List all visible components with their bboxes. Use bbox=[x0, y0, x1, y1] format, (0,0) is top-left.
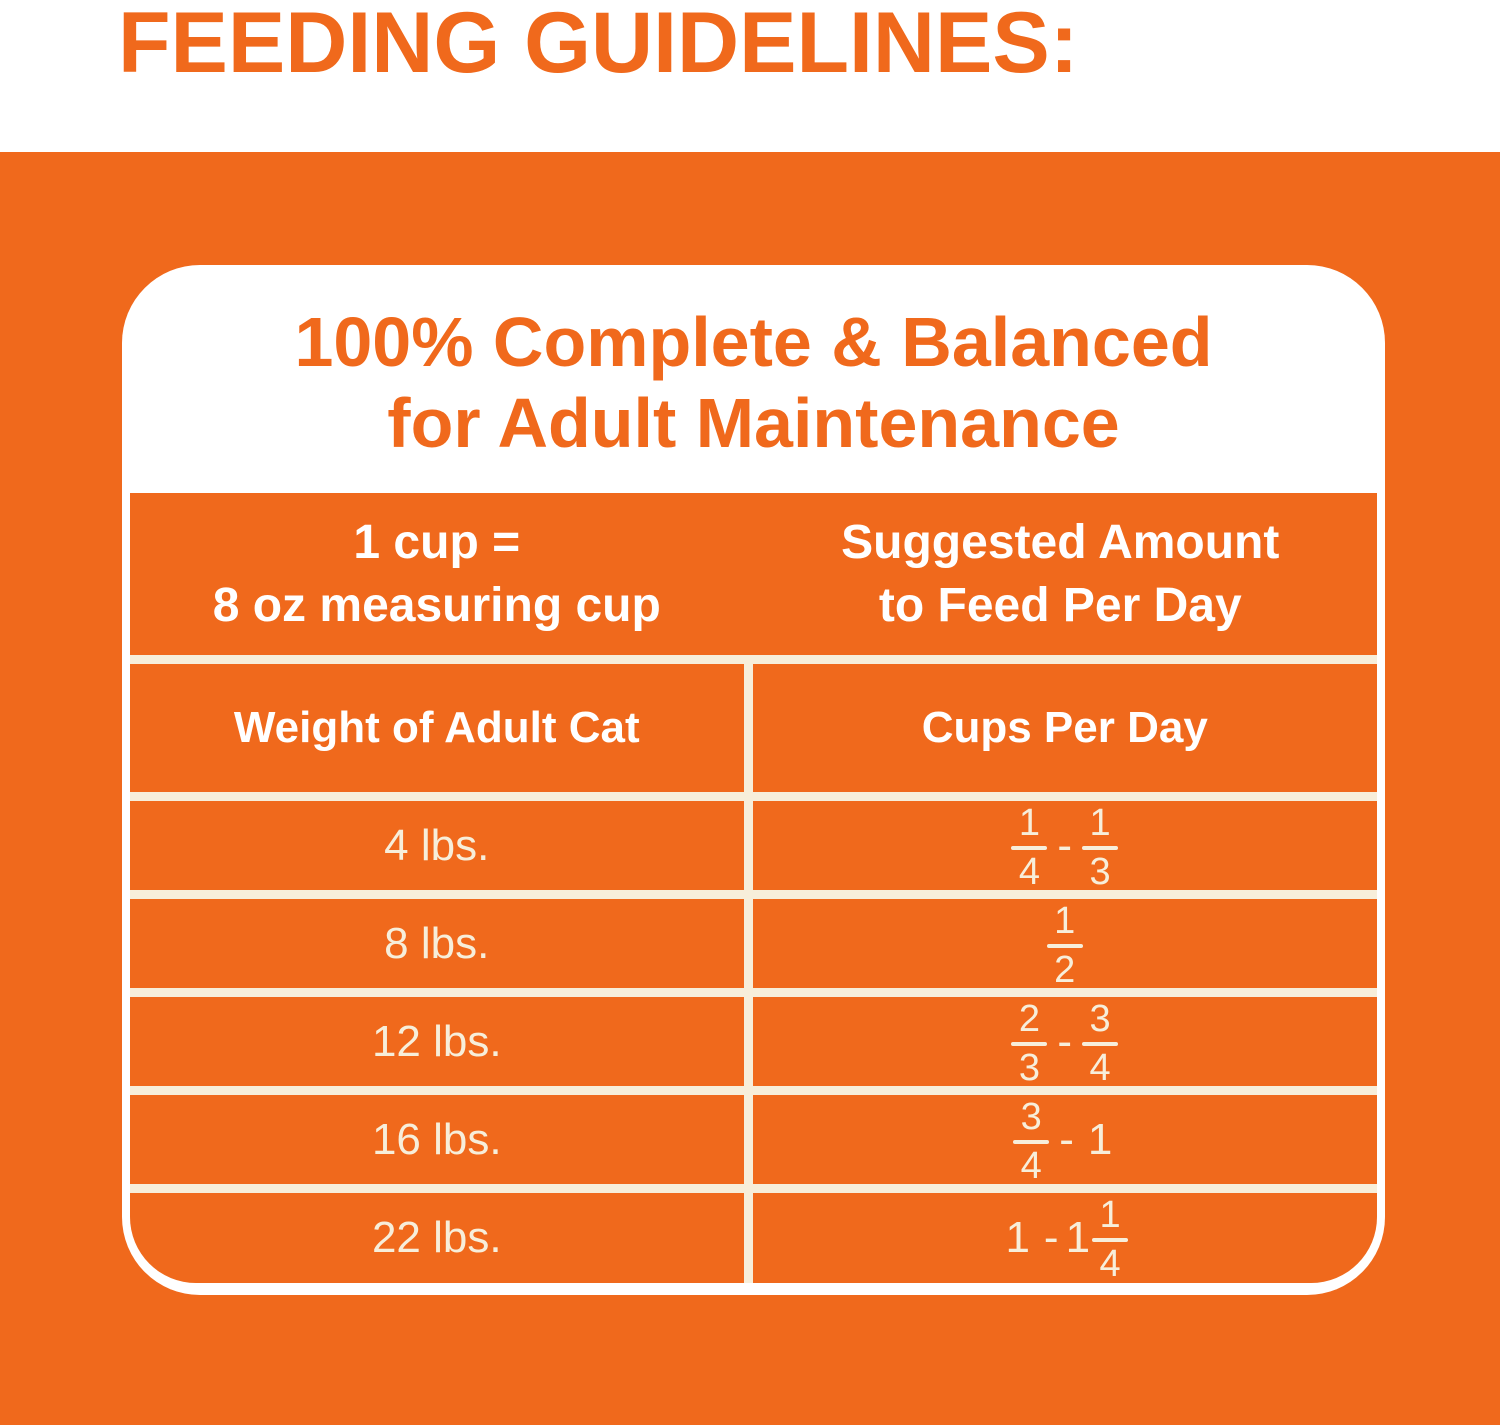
fraction-denominator: 4 bbox=[1020, 1144, 1042, 1187]
cup-definition-line1: 1 cup = bbox=[353, 515, 521, 569]
fraction-bar bbox=[1011, 1041, 1048, 1046]
fraction-numerator: 1 bbox=[1099, 1194, 1121, 1237]
weight-cell: 22 lbs. bbox=[130, 1193, 744, 1283]
table-row: 8 lbs. 1 2 bbox=[130, 899, 1377, 991]
table-row: 12 lbs. 2 3-3 4 bbox=[130, 997, 1377, 1089]
fraction-bar bbox=[1082, 845, 1119, 850]
column-divider bbox=[743, 1193, 753, 1283]
guidelines-card: 100% Complete & Balanced for Adult Maint… bbox=[122, 265, 1385, 1295]
page-title: FEEDING GUIDELINES: bbox=[118, 0, 1079, 91]
column-divider bbox=[743, 1095, 753, 1184]
fraction-denominator: 3 bbox=[1018, 1046, 1040, 1089]
weight-cell: 4 lbs. bbox=[130, 801, 744, 890]
fraction-denominator: 2 bbox=[1054, 948, 1076, 991]
weight-cell: 12 lbs. bbox=[130, 997, 744, 1086]
fraction-bar bbox=[1011, 845, 1048, 850]
weight-column-header: Weight of Adult Cat bbox=[130, 664, 744, 792]
fraction-denominator: 4 bbox=[1018, 850, 1040, 893]
fraction-denominator: 4 bbox=[1089, 1046, 1111, 1089]
suggested-amount-cell: Suggested Amount to Feed Per Day bbox=[744, 493, 1377, 655]
cups-text: - bbox=[1043, 1213, 1059, 1262]
weight-cell: 16 lbs. bbox=[130, 1095, 744, 1184]
fraction-bar bbox=[1013, 1139, 1050, 1144]
cups-text: - bbox=[1059, 1114, 1074, 1164]
column-divider bbox=[743, 664, 753, 792]
page-header: FEEDING GUIDELINES: bbox=[0, 0, 1500, 152]
whole-number: 1 bbox=[1065, 1213, 1091, 1262]
table-row: 4 lbs. 1 4-1 3 bbox=[130, 801, 1377, 893]
table-header-row: 1 cup = 8 oz measuring cup Suggested Amo… bbox=[130, 493, 1377, 655]
card-title-line2: for Adult Maintenance bbox=[387, 384, 1120, 462]
table-row: 16 lbs. 3 4-1 bbox=[130, 1095, 1377, 1187]
cups-text: - bbox=[1057, 1016, 1073, 1066]
fraction-denominator: 3 bbox=[1089, 850, 1111, 893]
cup-definition-cell: 1 cup = 8 oz measuring cup bbox=[130, 493, 744, 655]
cups-column-header: Cups Per Day bbox=[752, 664, 1377, 792]
fraction-bar bbox=[1082, 1041, 1119, 1046]
fraction-bar bbox=[1092, 1238, 1129, 1242]
fraction-numerator: 1 bbox=[1089, 801, 1111, 844]
cups-text: 1 bbox=[1005, 1213, 1030, 1262]
column-header-row: Weight of Adult Cat Cups Per Day bbox=[130, 664, 1377, 792]
table-row: 22 lbs. 1-1 1 4 bbox=[130, 1193, 1377, 1283]
column-divider bbox=[743, 997, 753, 1086]
suggested-amount-line1: Suggested Amount bbox=[841, 515, 1280, 569]
column-divider bbox=[743, 801, 753, 890]
card-title-line1: 100% Complete & Balanced bbox=[294, 302, 1213, 381]
fraction-numerator: 1 bbox=[1054, 899, 1076, 942]
fraction-denominator: 4 bbox=[1099, 1243, 1121, 1283]
column-divider bbox=[743, 899, 753, 988]
cups-text: - bbox=[1057, 820, 1073, 870]
fraction-numerator: 3 bbox=[1089, 997, 1111, 1040]
cup-definition-line2: 8 oz measuring cup bbox=[212, 579, 661, 632]
fraction-bar bbox=[1046, 943, 1083, 948]
fraction-numerator: 3 bbox=[1020, 1095, 1042, 1138]
weight-cell: 8 lbs. bbox=[130, 899, 744, 988]
card-title: 100% Complete & Balanced for Adult Maint… bbox=[122, 265, 1385, 493]
suggested-amount-line2: to Feed Per Day bbox=[878, 579, 1242, 632]
fraction-numerator: 2 bbox=[1018, 997, 1040, 1040]
orange-background: 100% Complete & Balanced for Adult Maint… bbox=[0, 152, 1500, 1425]
fraction-numerator: 1 bbox=[1018, 801, 1040, 844]
feeding-table: 1 cup = 8 oz measuring cup Suggested Amo… bbox=[130, 493, 1377, 1283]
cups-text: 1 bbox=[1087, 1114, 1113, 1164]
